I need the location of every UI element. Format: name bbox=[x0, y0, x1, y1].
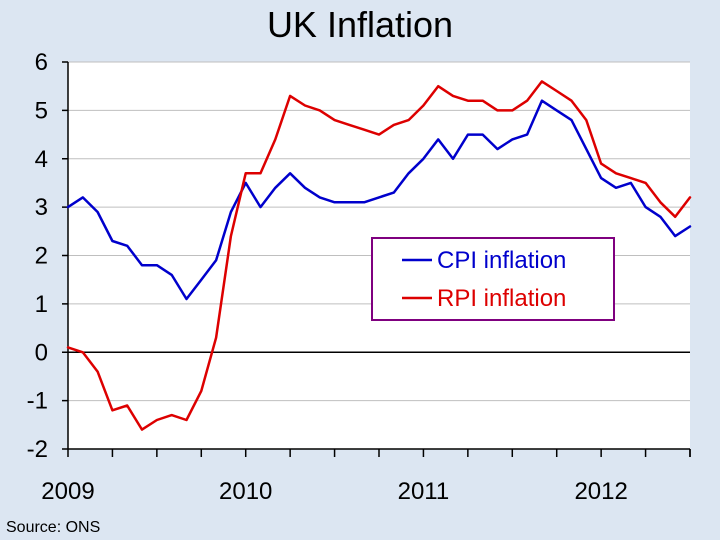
y-tick-label: -2 bbox=[27, 436, 48, 463]
x-tick-label: 2011 bbox=[398, 478, 450, 505]
y-tick-label: 4 bbox=[35, 146, 48, 173]
y-tick-label: -1 bbox=[27, 388, 48, 415]
y-tick-label: 1 bbox=[35, 291, 48, 318]
x-tick-label: 2010 bbox=[219, 478, 272, 505]
x-tick-label: 2009 bbox=[41, 478, 94, 505]
y-tick-label: 5 bbox=[35, 97, 48, 124]
y-tick-label: 3 bbox=[35, 194, 48, 221]
series-line-rpi bbox=[66, 80, 692, 431]
source-note: Source: ONS bbox=[6, 519, 101, 536]
legend-label: CPI inflation bbox=[437, 247, 566, 274]
series-line-cpi bbox=[66, 99, 692, 301]
y-tick-label: 0 bbox=[35, 339, 48, 366]
y-tick-label: 6 bbox=[35, 49, 48, 76]
y-tick-label: 2 bbox=[35, 243, 48, 270]
legend-box bbox=[371, 237, 615, 321]
legend-label: RPI inflation bbox=[437, 285, 566, 312]
chart-title: UK Inflation bbox=[266, 4, 454, 45]
x-tick-label: 2012 bbox=[574, 478, 627, 505]
